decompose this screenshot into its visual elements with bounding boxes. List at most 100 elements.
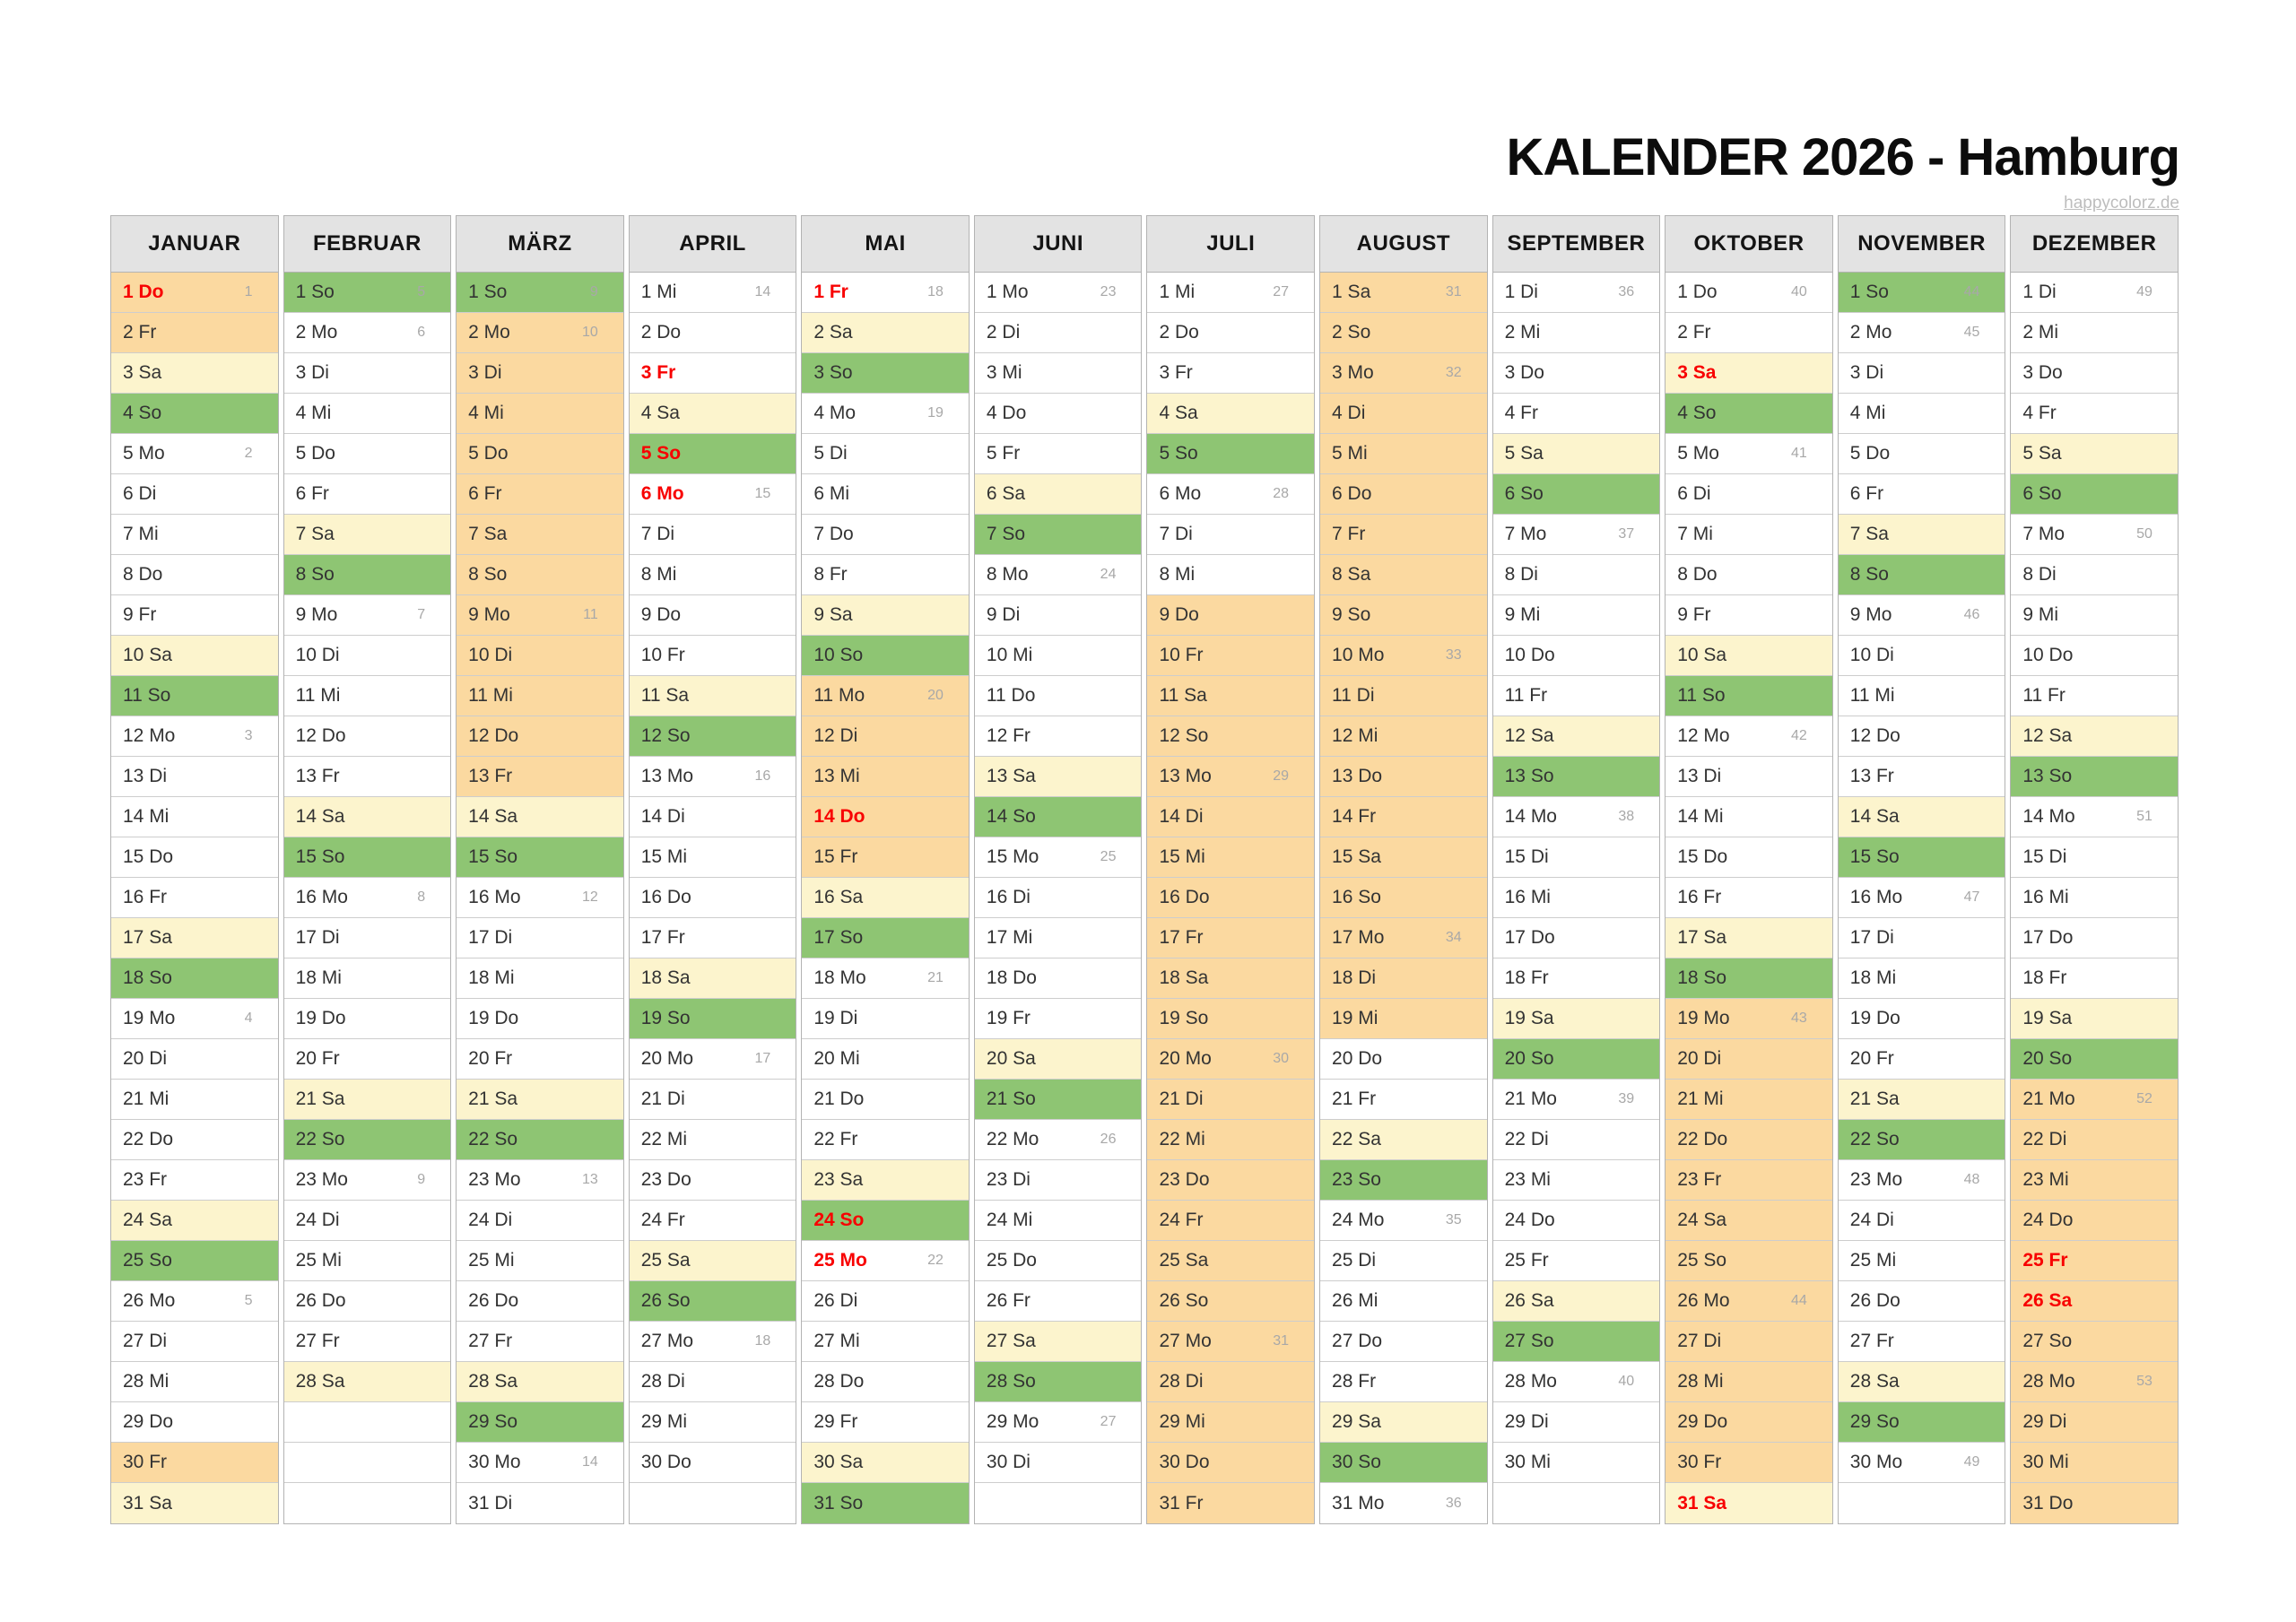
day-label: 2 Mo <box>295 322 338 343</box>
day-cell: 24 Sa <box>1665 1201 1832 1241</box>
day-label: 23 Mo <box>295 1169 348 1190</box>
day-cell: 23 Mo 48 <box>1838 1160 2005 1201</box>
day-label: 18 Sa <box>640 967 691 988</box>
month-column-september: SEPTEMBER 1 Di 36 2 Mi 3 Do 4 Fr 5 Sa 6 So 7 Mo 3… <box>1492 215 1661 1524</box>
day-label: 5 Sa <box>1504 443 1544 464</box>
day-label: 9 Mo <box>1849 604 1892 625</box>
day-label: 28 Di <box>1159 1371 1204 1392</box>
day-label: 15 So <box>468 846 518 867</box>
day-label: 9 Do <box>1159 604 1199 625</box>
day-label: 27 Fr <box>468 1331 513 1351</box>
day-cell: 15 Mi <box>1147 837 1315 878</box>
week-number: 5 <box>244 1293 253 1308</box>
day-cell: 25 Sa <box>1147 1241 1315 1281</box>
day-label: 15 Di <box>2022 846 2067 867</box>
day-cell: 9 Do <box>1147 595 1315 636</box>
empty-cell <box>629 1483 796 1523</box>
day-label: 11 Do <box>986 685 1036 706</box>
day-cell: 11 Do <box>974 676 1142 716</box>
day-cell: 5 Fr <box>974 434 1142 474</box>
week-number: 48 <box>1963 1172 1980 1187</box>
week-number: 43 <box>1790 1010 1807 1026</box>
day-cell: 3 Mo 32 <box>1320 353 1487 394</box>
day-cell: 12 Fr <box>974 716 1142 757</box>
day-label: 6 Di <box>123 483 157 504</box>
day-cell: 23 Di <box>974 1160 1142 1201</box>
day-cell: 18 So <box>1665 958 1832 999</box>
day-label: 18 Fr <box>2022 967 2067 988</box>
day-cell: 3 So <box>802 353 969 394</box>
day-cell: 18 Di <box>1320 958 1487 999</box>
week-number: 51 <box>2136 809 2152 824</box>
day-label: 26 Do <box>295 1290 346 1311</box>
day-cell: 9 Mo 11 <box>457 595 623 636</box>
day-cell: 28 Sa <box>283 1362 451 1402</box>
day-cell: 5 So <box>629 434 796 474</box>
day-label: 5 Mo <box>123 443 165 464</box>
month-header: NOVEMBER <box>1838 216 2005 273</box>
day-label: 6 Do <box>1332 483 1372 504</box>
day-cell: 1 Di 36 <box>1492 273 1660 313</box>
day-cell: 18 Fr <box>1492 958 1660 999</box>
day-label: 23 Mi <box>2022 1169 2069 1190</box>
day-cell: 16 Mi <box>2011 878 2178 918</box>
day-label: 14 Mo <box>2022 806 2075 827</box>
week-number: 26 <box>1100 1132 1117 1147</box>
day-cell: 15 So <box>1838 837 2005 878</box>
day-label: 30 Do <box>1159 1452 1210 1472</box>
day-cell: 14 Sa <box>1838 797 2005 837</box>
day-cell: 8 Sa <box>1320 555 1487 595</box>
day-cell: 28 Do <box>802 1362 969 1402</box>
day-cell: 14 Mo 38 <box>1492 797 1660 837</box>
day-label: 20 Fr <box>295 1048 340 1069</box>
day-cell: 29 Mo 27 <box>974 1402 1142 1443</box>
day-cell: 20 Do <box>1320 1039 1487 1080</box>
day-cell: 3 Do <box>1492 353 1660 394</box>
day-cell: 7 Mi <box>1665 515 1832 555</box>
day-cell: 21 Mo 52 <box>2011 1080 2178 1120</box>
day-label: 10 Mi <box>986 645 1033 665</box>
day-cell: 2 Di <box>974 313 1142 353</box>
day-label: 28 So <box>986 1371 1036 1392</box>
week-number: 41 <box>1790 446 1807 461</box>
day-label: 14 Di <box>640 806 685 827</box>
week-number: 50 <box>2136 526 2152 542</box>
day-cell: 10 Do <box>1492 636 1660 676</box>
day-label: 1 Do <box>1677 282 1718 302</box>
day-cell: 29 Di <box>2011 1402 2178 1443</box>
week-number: 14 <box>581 1454 598 1470</box>
day-cell: 29 Di <box>1492 1402 1660 1443</box>
day-label: 24 Do <box>2022 1210 2074 1230</box>
day-cell: 30 Mo 49 <box>1838 1443 2005 1483</box>
month-header: SEPTEMBER <box>1492 216 1660 273</box>
day-cell: 21 So <box>974 1080 1142 1120</box>
day-label: 15 So <box>1849 846 1900 867</box>
day-label: 20 So <box>1504 1048 1554 1069</box>
day-label: 19 Fr <box>986 1008 1031 1028</box>
day-cell: 22 Mo 26 <box>974 1120 1142 1160</box>
day-cell: 21 Fr <box>1320 1080 1487 1120</box>
day-label: 30 Mo <box>468 1452 521 1472</box>
day-cell: 2 Mo 6 <box>283 313 451 353</box>
day-label: 20 Fr <box>1849 1048 1894 1069</box>
day-cell: 2 Fr <box>111 313 278 353</box>
day-cell: 26 So <box>1147 1281 1315 1322</box>
day-label: 13 So <box>2022 766 2073 786</box>
day-cell: 13 Fr <box>1838 757 2005 797</box>
day-cell: 21 Di <box>1147 1080 1315 1120</box>
day-cell: 18 Sa <box>629 958 796 999</box>
day-label: 7 Sa <box>1849 524 1889 544</box>
day-label: 25 Mi <box>468 1250 515 1271</box>
day-cell: 5 Sa <box>1492 434 1660 474</box>
day-label: 1 Sa <box>1332 282 1371 302</box>
day-label: 19 Mo <box>123 1008 176 1028</box>
week-number: 52 <box>2136 1091 2152 1106</box>
week-number: 47 <box>1963 889 1980 905</box>
day-label: 16 Fr <box>1677 887 1722 907</box>
day-label: 22 Mi <box>1159 1129 1205 1149</box>
day-cell: 10 So <box>802 636 969 676</box>
day-label: 10 Do <box>1504 645 1555 665</box>
day-label: 17 So <box>813 927 864 948</box>
day-label: 26 So <box>1159 1290 1209 1311</box>
watermark-link[interactable]: happycolorz.de <box>2064 193 2179 213</box>
